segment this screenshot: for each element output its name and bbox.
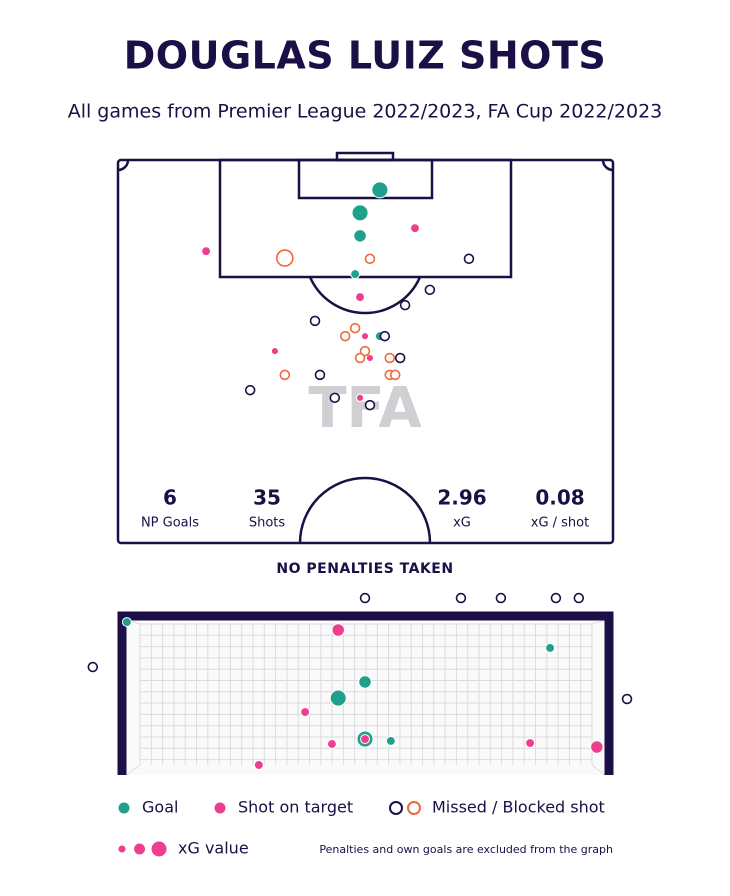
shot — [389, 369, 401, 381]
shot — [270, 347, 279, 356]
goal-frame — [117, 611, 614, 776]
stat-label: xG — [453, 516, 471, 531]
shot — [349, 322, 361, 334]
shot — [385, 736, 396, 746]
shot — [394, 352, 406, 364]
shot — [360, 734, 370, 745]
shot — [355, 292, 366, 303]
shot — [545, 642, 556, 653]
legend-marker — [213, 801, 227, 815]
penalties-note: NO PENALTIES TAKEN — [276, 561, 453, 577]
shot — [275, 249, 294, 267]
legend-label: Missed / Blocked shot — [432, 798, 605, 817]
shot — [355, 393, 365, 402]
shot — [550, 592, 562, 604]
xg-legend-marker — [118, 845, 126, 853]
net-side — [125, 619, 606, 776]
legend-marker — [389, 801, 403, 815]
legend-label: Shot on target — [238, 798, 353, 817]
shot — [424, 284, 436, 296]
watermark: TFA — [308, 376, 422, 441]
stat-value: 6 — [163, 486, 177, 510]
shot — [359, 592, 371, 604]
shot — [253, 760, 264, 770]
title: DOUGLAS LUIZ SHOTS — [124, 34, 607, 78]
shot — [326, 739, 337, 749]
xg-legend-label: xG value — [178, 839, 249, 858]
subtitle: All games from Premier League 2022/2023,… — [68, 101, 663, 123]
shot — [371, 181, 389, 199]
shot — [339, 330, 351, 342]
xg-legend-marker — [151, 841, 167, 857]
shot — [410, 223, 420, 234]
legend-marker — [407, 801, 421, 815]
shot — [201, 246, 212, 257]
stat-value: 0.08 — [535, 486, 584, 510]
shot — [463, 253, 475, 265]
shot — [329, 689, 347, 707]
shot — [358, 675, 372, 689]
shot — [331, 623, 345, 637]
pitch — [116, 151, 615, 545]
stat-label: NP Goals — [141, 516, 199, 531]
stat-label: xG / shot — [531, 516, 589, 531]
shot — [455, 592, 467, 604]
shot — [590, 740, 604, 754]
shot — [573, 592, 585, 604]
stat-label: Shots — [249, 516, 286, 531]
shot — [365, 353, 375, 363]
shot — [360, 332, 370, 341]
shot — [353, 229, 367, 243]
legend-marker — [117, 801, 131, 815]
stat-value: 35 — [253, 486, 281, 510]
shot — [495, 592, 507, 604]
shot — [350, 269, 361, 280]
xg-legend-marker — [134, 843, 146, 855]
shot — [525, 738, 536, 749]
shot — [329, 392, 341, 404]
shot — [244, 384, 256, 396]
shot — [300, 707, 311, 717]
shot — [87, 661, 99, 673]
shot — [621, 693, 633, 705]
shot — [359, 345, 371, 357]
shot — [351, 204, 369, 222]
footnote: Penalties and own goals are excluded fro… — [319, 843, 613, 856]
shot — [384, 352, 396, 364]
shot — [399, 299, 411, 311]
shot — [364, 253, 376, 265]
shot — [379, 330, 391, 342]
shot — [279, 369, 291, 381]
goal-posts — [117, 611, 614, 775]
stat-value: 2.96 — [437, 486, 486, 510]
shot — [314, 369, 326, 381]
shot — [121, 617, 132, 628]
shot — [364, 399, 376, 411]
shot — [354, 352, 366, 364]
shot — [309, 315, 321, 327]
legend-label: Goal — [142, 798, 178, 817]
